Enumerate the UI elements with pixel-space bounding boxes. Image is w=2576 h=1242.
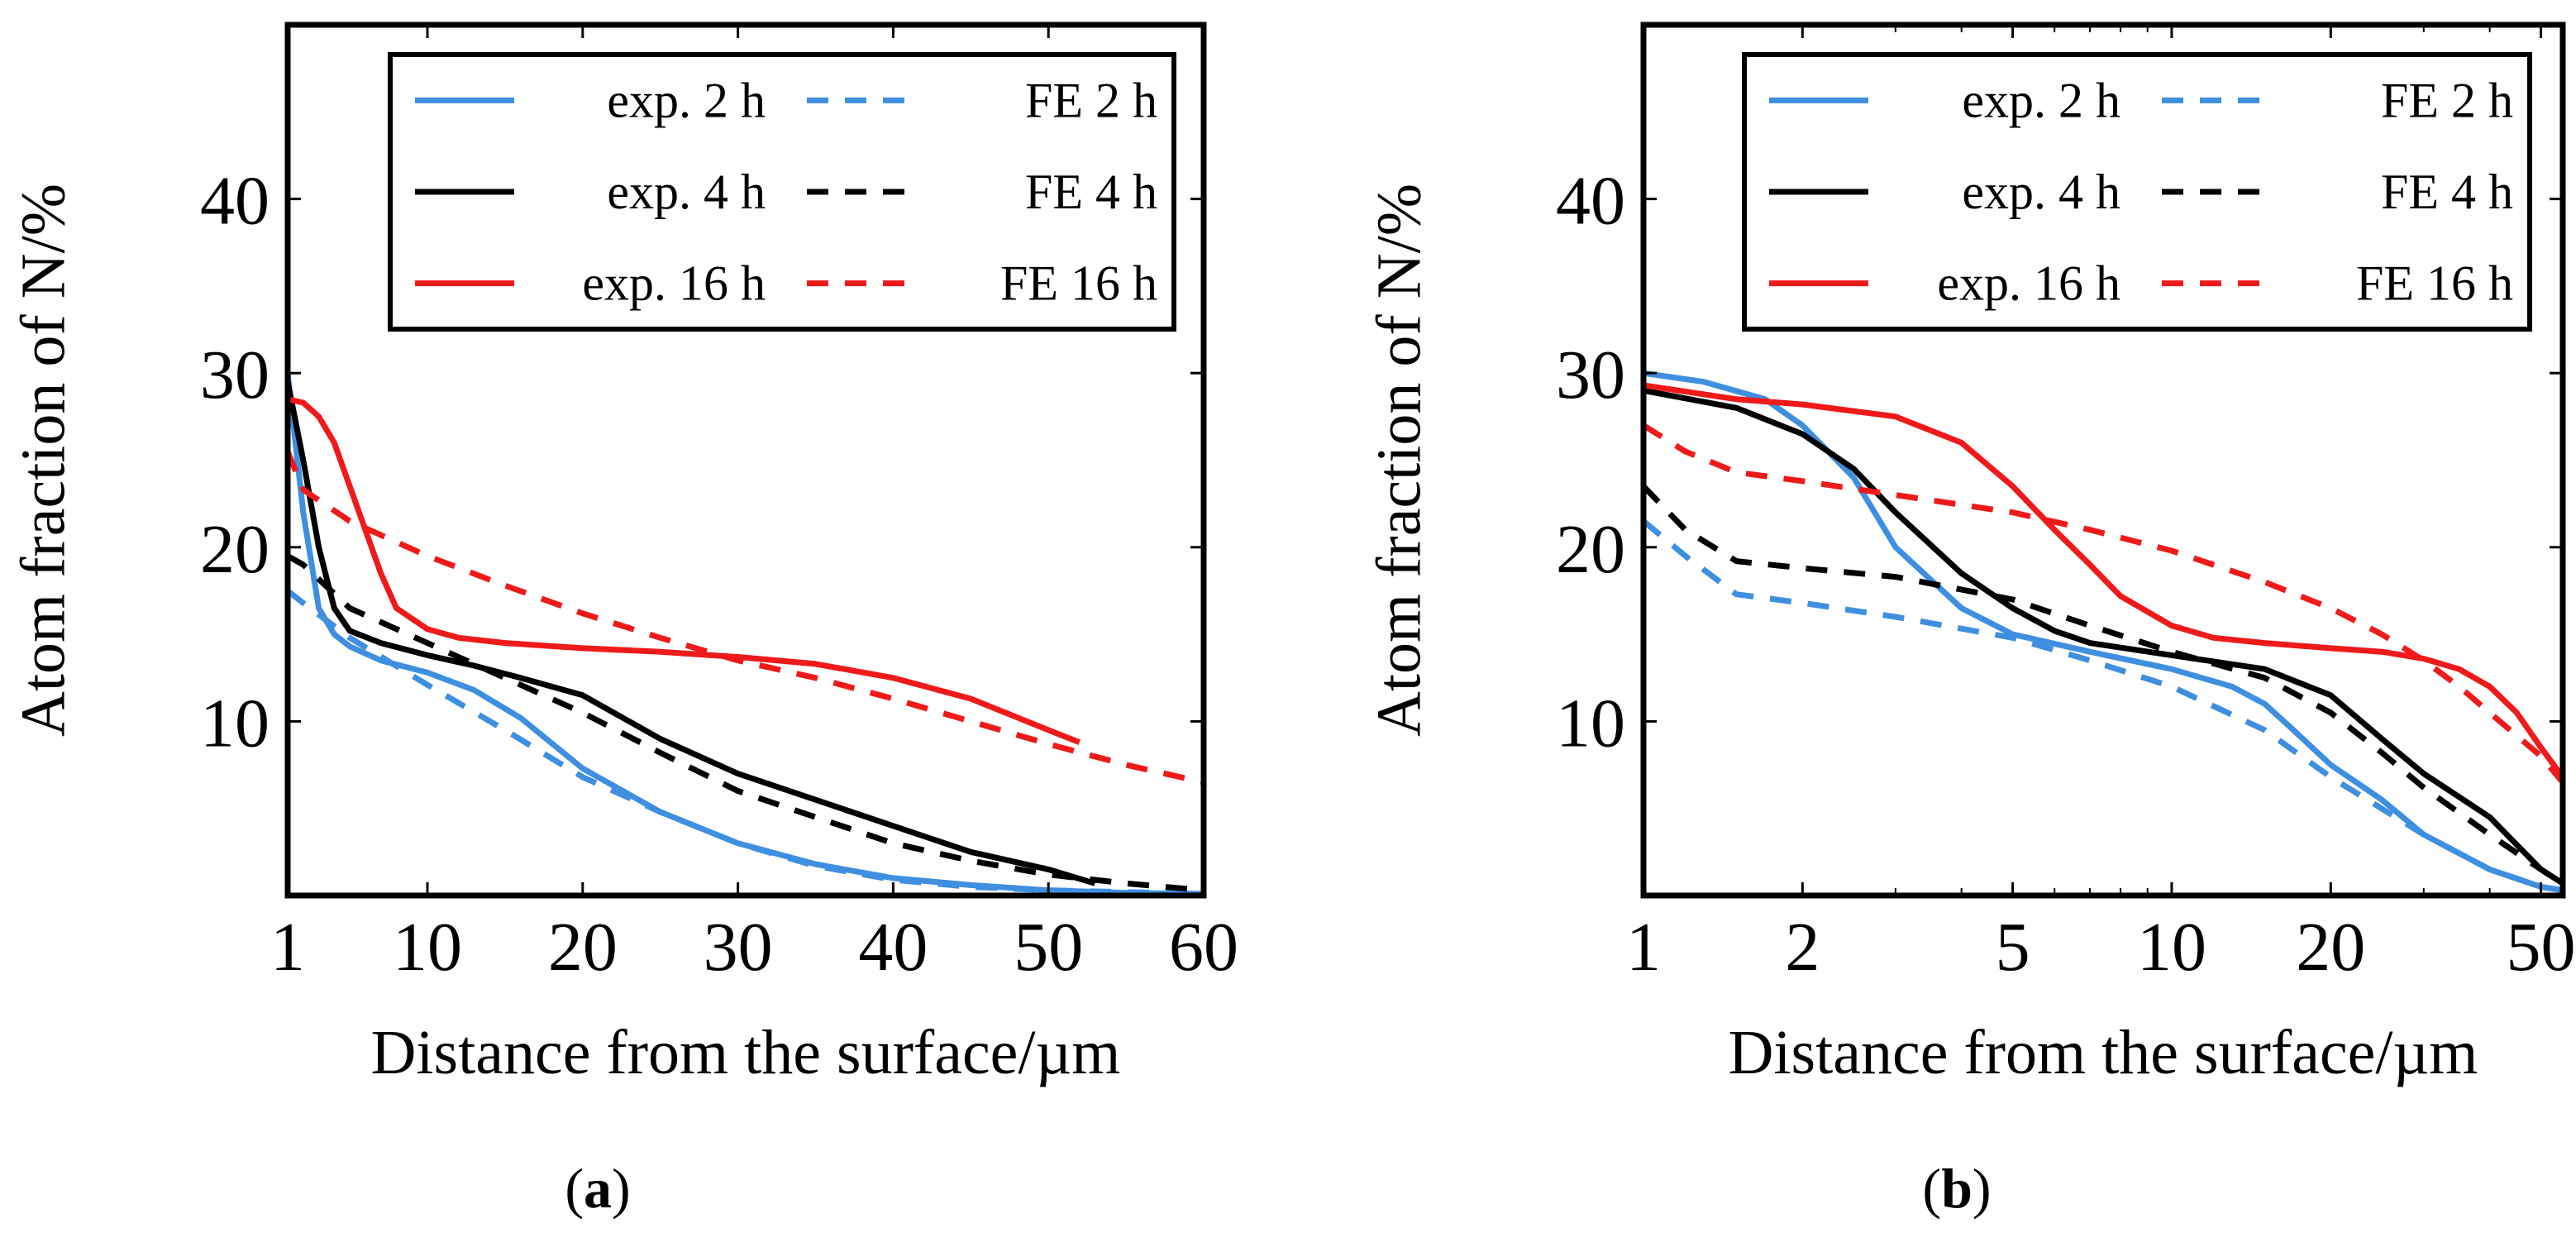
legend-label: FE 2 h (2381, 73, 2513, 127)
plot-frame (1640, 21, 2566, 899)
y-tick-label: 20 (1556, 511, 1625, 588)
legend-label: exp. 2 h (1962, 73, 2120, 127)
legend-label: exp. 4 h (607, 165, 766, 219)
series-line-exp-4-h (1643, 387, 2563, 886)
y-tick-label: 40 (200, 163, 270, 240)
x-tick-label: 1 (270, 909, 305, 986)
legend-box (1742, 52, 2532, 332)
series-line-fe-16-h (1643, 423, 2563, 785)
y-tick-label: 10 (200, 685, 270, 762)
legend: exp. 2 h FE 2 h exp. 4 h FE 4 h exp. 16 h FE … (1742, 52, 2532, 332)
x-tick-label: 5 (1996, 909, 2030, 986)
series-group (1643, 370, 2563, 894)
y-axis-title: Atom fraction of N/% (8, 184, 78, 737)
x-tick-label: 10 (393, 909, 462, 986)
x-axis-title: Distance from the surface/µm (371, 1018, 1121, 1087)
series-line-fe-2-h (288, 588, 1204, 896)
legend-label: FE 2 h (1025, 73, 1157, 127)
x-tick-label: 20 (2296, 909, 2365, 986)
x-tick-label: 50 (2507, 909, 2576, 986)
legend-label: FE 16 h (2356, 256, 2513, 311)
legend-label: FE 4 h (1025, 165, 1157, 219)
series-line-exp-16-h (1643, 382, 2563, 779)
series-line-fe-4-h (288, 553, 1204, 894)
caption-b-letter: b (1941, 1157, 1973, 1220)
legend-label: exp. 16 h (1937, 256, 2120, 311)
x-tick-label: 1 (1626, 909, 1661, 986)
series-line-fe-2-h (1643, 518, 2563, 894)
y-tick-label: 10 (1556, 685, 1625, 762)
series-group (288, 372, 1204, 896)
legend-label: FE 16 h (1000, 256, 1157, 311)
legend-label: FE 4 h (2381, 165, 2513, 219)
legend-label: exp. 4 h (1962, 165, 2120, 219)
x-axis-title: Distance from the surface/µm (1729, 1018, 2478, 1087)
y-tick-label: 30 (200, 337, 270, 413)
x-tick-label: 30 (704, 909, 773, 986)
series-line-exp-4-h (288, 381, 1096, 886)
series-line-fe-16-h (288, 450, 1204, 786)
plot-frame (284, 21, 1207, 899)
series-line-fe-4-h (1643, 484, 2563, 886)
panel-b: 1 2 5 10 20 50 10 20 30 40 Distance from the surfa… (1364, 21, 2576, 1087)
y-tick-label: 30 (1556, 337, 1625, 413)
y-axis-title: Atom fraction of N/% (1364, 184, 1433, 737)
x-tick-label: 10 (2137, 909, 2206, 986)
x-tick-label: 2 (1785, 909, 1820, 986)
legend: exp. 2 h FE 2 h exp. 4 h FE 4 h exp. 16 h FE … (388, 52, 1176, 332)
legend-label: exp. 16 h (582, 256, 766, 311)
series-line-exp-16-h (288, 396, 1081, 745)
legend-box (388, 52, 1176, 332)
x-tick-label: 50 (1014, 909, 1083, 986)
x-tick-label: 40 (858, 909, 928, 986)
y-tick-label: 20 (200, 511, 270, 588)
series-line-exp-2-h (288, 372, 1204, 896)
legend-label: exp. 2 h (607, 73, 766, 127)
y-tick-label: 40 (1556, 163, 1625, 240)
caption-a: (a) (565, 1157, 630, 1220)
caption-a-letter: a (584, 1157, 612, 1220)
caption-b: (b) (1922, 1157, 1991, 1220)
x-tick-label: 20 (548, 909, 618, 986)
panel-a: 1 10 20 30 40 50 60 10 20 30 40 Distance from the s… (8, 21, 1238, 1087)
x-tick-label: 60 (1169, 909, 1238, 986)
